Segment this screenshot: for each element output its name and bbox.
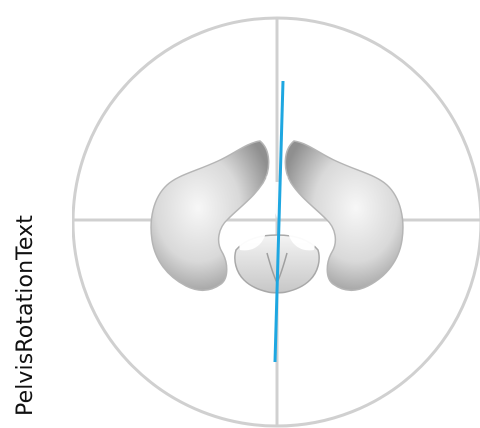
pelvis-icon (150, 140, 404, 294)
right-ilium (284, 140, 404, 291)
pelvis-rotation-label: PelvisRotationText (13, 214, 39, 416)
left-ilium (150, 140, 270, 291)
pelvis-rotation-diagram (72, 14, 480, 428)
rotation-axis-line (273, 80, 285, 363)
pelvis-rotation-label-wrap: PelvisRotationText (8, 210, 44, 420)
pelvic-inlet (266, 176, 288, 219)
right-obturator-opening (288, 227, 316, 251)
left-obturator-opening (238, 227, 266, 251)
pelvis-diagram-svg (72, 16, 480, 428)
